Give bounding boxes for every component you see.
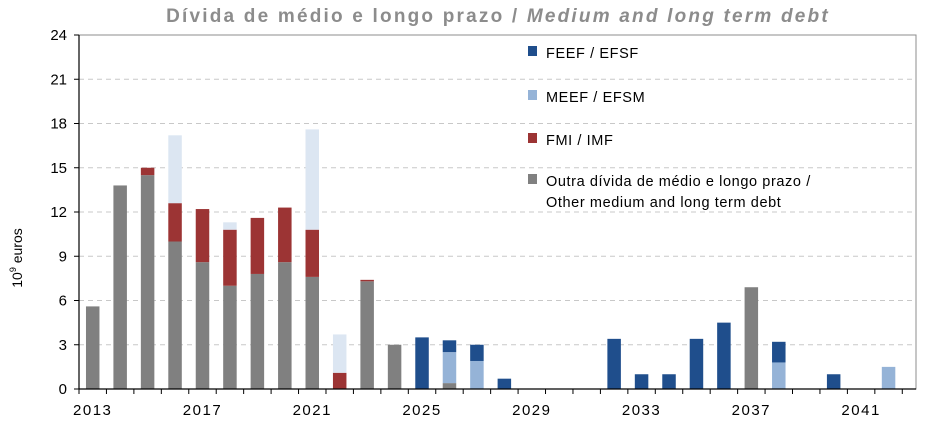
bar-2021-s4 [305, 129, 320, 230]
y-tick-label-15: 15 [50, 160, 67, 177]
bar-2026-s3 [442, 340, 457, 353]
x-tick-label-2021: 2021 [293, 402, 332, 419]
legend-swatch-3 [528, 174, 537, 184]
bar-2035-s3 [689, 338, 704, 389]
bar-2021-s1 [305, 229, 320, 277]
bar-2027-s2 [470, 360, 484, 389]
bar-2020-s1 [278, 207, 292, 263]
bar-2013-s0 [85, 306, 100, 389]
bar-2022-s4 [332, 334, 347, 373]
bar-2023-s0 [360, 281, 374, 389]
bar-2027-s3 [470, 344, 484, 361]
bar-2024-s0 [387, 344, 402, 389]
y-tick-label-18: 18 [50, 116, 67, 133]
bar-2036-s3 [717, 322, 731, 390]
bar-2023-s1 [360, 279, 374, 282]
bar-2016-s1 [168, 203, 182, 242]
bar-2037-s0 [744, 287, 759, 389]
x-tick-label-2029: 2029 [512, 402, 551, 419]
bar-2019-s0 [250, 273, 265, 389]
bar-2033-s3 [634, 374, 649, 389]
bar-2016-s0 [168, 241, 182, 389]
bar-2026-s0 [442, 383, 457, 389]
y-axis-label-unit: euros [9, 228, 25, 267]
bar-2026-s2 [442, 352, 457, 384]
y-tick-label-24: 24 [50, 27, 67, 44]
x-tick-label-2013: 2013 [73, 402, 112, 419]
legend-swatch-0 [528, 46, 537, 56]
legend-label-3-1: Other medium and long term debt [546, 195, 781, 211]
bar-2038-s2 [772, 362, 786, 389]
legend-swatch-2 [528, 133, 537, 143]
bar-2018-s0 [223, 285, 237, 389]
bar-2034-s3 [662, 374, 676, 389]
legend-label-1-0: MEEF / EFSM [546, 90, 645, 106]
y-tick-label-12: 12 [50, 204, 67, 221]
chart-title-pt: Dívida de médio e longo prazo / [166, 6, 527, 27]
y-ticks: 0 3 6 9 12 15 18 21 24 [50, 27, 79, 398]
chart-title: Dívida de médio e longo prazo / Medium a… [166, 6, 830, 27]
bar-2018-s4 [223, 222, 237, 230]
y-tick-label-6: 6 [59, 293, 67, 310]
y-axis-label-base: 10 [9, 272, 25, 288]
bar-2014-s0 [113, 185, 127, 389]
bar-2017-s1 [195, 209, 210, 263]
bar-2042-s2 [881, 366, 896, 390]
bar-2019-s1 [250, 217, 265, 274]
legend-swatch-1 [528, 90, 537, 100]
bar-2040-s3 [826, 374, 841, 389]
x-ticks: 2013 2017 2021 2025 2029 2033 2037 2041 [73, 389, 903, 419]
bar-2025-s3 [415, 337, 429, 390]
bar-2028-s3 [497, 378, 512, 389]
bar-2032-s3 [607, 338, 621, 389]
bar-2017-s0 [195, 262, 210, 389]
y-tick-label-9: 9 [59, 248, 67, 265]
bars [85, 129, 896, 390]
bar-2015-s1 [140, 167, 155, 176]
bar-2022-s1 [332, 372, 347, 389]
bar-2020-s0 [278, 262, 292, 389]
bar-2018-s1 [223, 229, 237, 286]
x-tick-label-2041: 2041 [841, 402, 880, 419]
y-axis-label-exp: 9 [8, 267, 18, 272]
legend-label-3-0: Outra dívida de médio e longo prazo / [546, 174, 811, 190]
x-tick-label-2037: 2037 [732, 402, 771, 419]
bar-2021-s0 [305, 276, 320, 389]
y-tick-label-0: 0 [59, 381, 67, 398]
x-tick-label-2033: 2033 [622, 402, 661, 419]
y-axis-label: 109 euros [8, 228, 25, 288]
legend-label-2-0: FMI / IMF [546, 133, 613, 149]
x-tick-label-2025: 2025 [402, 402, 441, 419]
legend: FEEF / EFSF MEEF / EFSM FMI / IMF Outra dív… [528, 46, 811, 211]
bar-2016-s4 [168, 135, 182, 204]
bar-2015-s0 [140, 175, 155, 390]
chart-title-en: Medium and long term debt [527, 6, 830, 27]
x-tick-label-2017: 2017 [183, 402, 222, 419]
y-tick-label-3: 3 [59, 337, 67, 354]
y-tick-label-21: 21 [50, 71, 67, 88]
bar-2038-s3 [772, 341, 786, 363]
legend-label-0-0: FEEF / EFSF [546, 46, 639, 62]
